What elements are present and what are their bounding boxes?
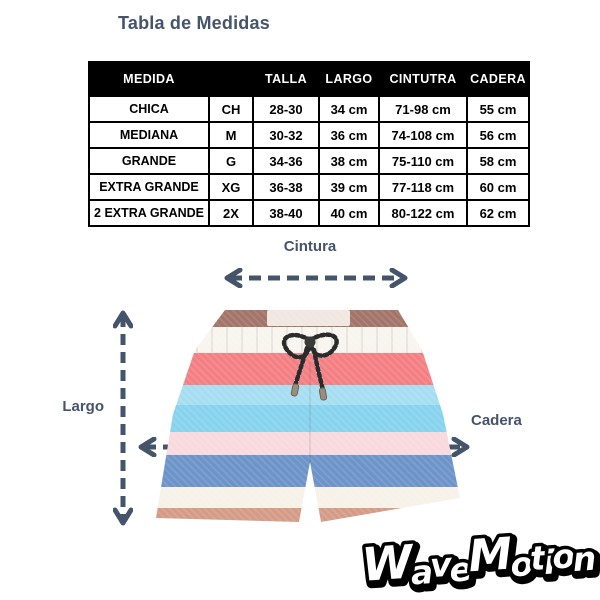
table-cell: GRANDE <box>88 147 210 175</box>
table-cell: 55 cm <box>466 95 530 123</box>
table-cell: 28-30 <box>252 95 320 123</box>
table-header-cell: LARGO <box>318 61 380 97</box>
size-table: MEDIDA TALLA LARGO CINTUTRA CADERA CHICA… <box>88 61 530 227</box>
table-cell: EXTRA GRANDE <box>88 173 210 201</box>
hip-measure-label: Cadera <box>471 412 522 429</box>
shorts-illustration <box>156 310 460 522</box>
table-row: GRANDE G 34-36 38 cm 75-110 cm 58 cm <box>88 147 530 175</box>
table-cell: G <box>208 147 254 175</box>
table-cell: 30-32 <box>252 121 320 149</box>
table-row: MEDIANA M 30-32 36 cm 74-108 cm 56 cm <box>88 121 530 149</box>
table-header-cell: TALLA <box>252 61 320 97</box>
table-row: EXTRA GRANDE XG 36-38 39 cm 77-118 cm 60… <box>88 173 530 201</box>
table-cell: 56 cm <box>466 121 530 149</box>
table-cell: 2X <box>208 199 254 227</box>
brand-logo-text: WaveMotion <box>360 522 596 596</box>
table-cell: 34-36 <box>252 147 320 175</box>
brand-logo: WaveMotion WaveMotion <box>356 525 600 600</box>
table-cell: 74-108 cm <box>378 121 468 149</box>
length-measure-label: Largo <box>62 398 104 415</box>
table-cell: 38-40 <box>252 199 320 227</box>
shorts-stripe <box>156 487 460 508</box>
table-cell: 39 cm <box>318 173 380 201</box>
length-arrow-icon <box>113 310 133 526</box>
table-cell: M <box>208 121 254 149</box>
table-row: 2 EXTRA GRANDE 2X 38-40 40 cm 80-122 cm … <box>88 199 530 227</box>
table-cell: 62 cm <box>466 199 530 227</box>
table-cell: 58 cm <box>466 147 530 175</box>
table-header-cell <box>208 61 254 97</box>
waistband-highlight <box>267 310 350 326</box>
shorts-stripe <box>156 385 460 405</box>
table-cell: 60 cm <box>466 173 530 201</box>
table-cell: 80-122 cm <box>378 199 468 227</box>
table-cell: MEDIANA <box>88 121 210 149</box>
shorts-stripe <box>156 327 460 353</box>
table-header-cell: MEDIDA <box>88 61 210 97</box>
table-cell: 38 cm <box>318 147 380 175</box>
table-cell: XG <box>208 173 254 201</box>
table-row: CHICA CH 28-30 34 cm 71-98 cm 55 cm <box>88 95 530 123</box>
fly-seam <box>309 362 311 464</box>
table-cell: 71-98 cm <box>378 95 468 123</box>
table-cell: CHICA <box>88 95 210 123</box>
table-header-cell: CADERA <box>466 61 530 97</box>
page-title: Tabla de Medidas <box>118 13 270 33</box>
table-header-row: MEDIDA TALLA LARGO CINTUTRA CADERA <box>88 61 530 97</box>
shorts-stripe <box>156 405 460 432</box>
shorts-hem <box>156 508 460 522</box>
brand-logo-shadow: WaveMotion <box>362 525 598 599</box>
table-cell: 2 EXTRA GRANDE <box>88 199 210 227</box>
table-cell: 36 cm <box>318 121 380 149</box>
table-cell: 75-110 cm <box>378 147 468 175</box>
waist-measure-label: Cintura <box>283 238 337 255</box>
table-header-cell: CINTUTRA <box>378 61 468 97</box>
table-cell: CH <box>208 95 254 123</box>
table-cell: 77-118 cm <box>378 173 468 201</box>
table-cell: 34 cm <box>318 95 380 123</box>
table-cell: 40 cm <box>318 199 380 227</box>
table-cell: 36-38 <box>252 173 320 201</box>
shorts-stripe <box>156 432 460 455</box>
waist-arrow-icon <box>224 268 408 288</box>
